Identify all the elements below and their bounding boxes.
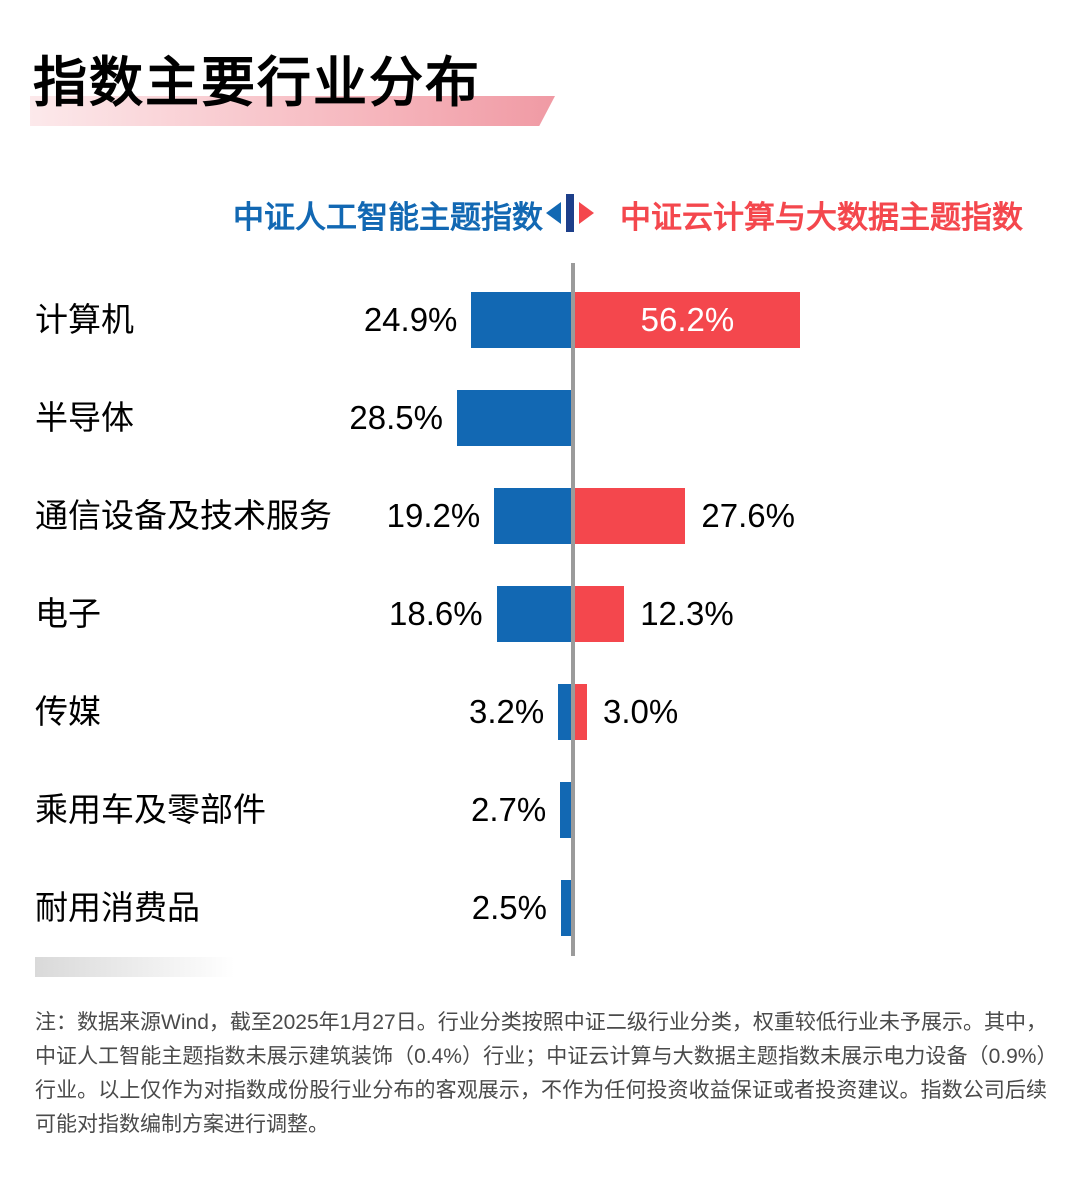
left-value-label: 24.9% <box>363 301 458 338</box>
category-label: 计算机 <box>35 301 134 338</box>
category-label: 传媒 <box>35 693 101 730</box>
right-bar <box>575 586 625 642</box>
page-title: 指数主要行业分布 <box>33 53 481 113</box>
left-bar <box>496 586 571 642</box>
legend-right-index-label: 中证云计算与大数据主题指数 <box>620 200 1023 235</box>
left-value-label: 18.6% <box>389 595 483 632</box>
category-label: 耐用消费品 <box>35 889 200 926</box>
left-bar <box>560 782 571 838</box>
category-label: 通信设备及技术服务 <box>35 497 332 534</box>
category-label: 半导体 <box>35 399 134 436</box>
title-highlight-strip <box>30 96 555 126</box>
right-bar <box>575 684 587 740</box>
left-value-label: 19.2% <box>386 497 481 534</box>
legend-left-index-label: 中证人工智能主题指数 <box>233 200 543 235</box>
right-arrow-icon <box>579 202 594 224</box>
right-value-label: 3.0% <box>603 693 679 730</box>
chart-row: 传媒 3.2% 3.0% <box>0 684 1080 740</box>
left-bar <box>457 390 571 446</box>
left-value-label: 2.7% <box>470 791 547 828</box>
chart-row: 计算机 24.9% 56.2% <box>0 292 1080 348</box>
chart-row: 乘用车及零部件 2.7% <box>0 782 1080 838</box>
left-arrow-icon <box>546 202 561 224</box>
left-bar <box>561 880 571 936</box>
chart-row: 通信设备及技术服务 19.2% 27.6% <box>0 488 1080 544</box>
chart-row: 电子 18.6% 12.3% <box>0 586 1080 642</box>
right-value-label: 56.2% <box>640 301 735 338</box>
left-value-label: 3.2% <box>468 693 545 730</box>
center-axis-line <box>571 263 575 956</box>
chart-row: 半导体 28.5% <box>0 390 1080 446</box>
right-value-label: 27.6% <box>701 497 795 534</box>
left-value-label: 2.5% <box>471 889 547 926</box>
left-bar <box>494 488 571 544</box>
right-value-label: 12.3% <box>640 595 734 632</box>
right-bar <box>575 292 800 348</box>
left-bar <box>471 292 571 348</box>
left-bar <box>558 684 571 740</box>
category-label: 电子 <box>35 595 101 632</box>
right-bar <box>575 488 686 544</box>
chart-row: 耐用消费品 2.5% <box>0 880 1080 936</box>
legend-divider-bar <box>566 194 574 232</box>
footnote: 注：数据来源Wind，截至2025年1月27日。行业分类按照中证二级行业分类，权… <box>35 1011 1047 1136</box>
legend-divider-group <box>546 194 594 232</box>
left-value-label: 28.5% <box>349 399 443 436</box>
category-label: 乘用车及零部件 <box>35 791 266 828</box>
footer-deco-strip <box>35 957 235 977</box>
